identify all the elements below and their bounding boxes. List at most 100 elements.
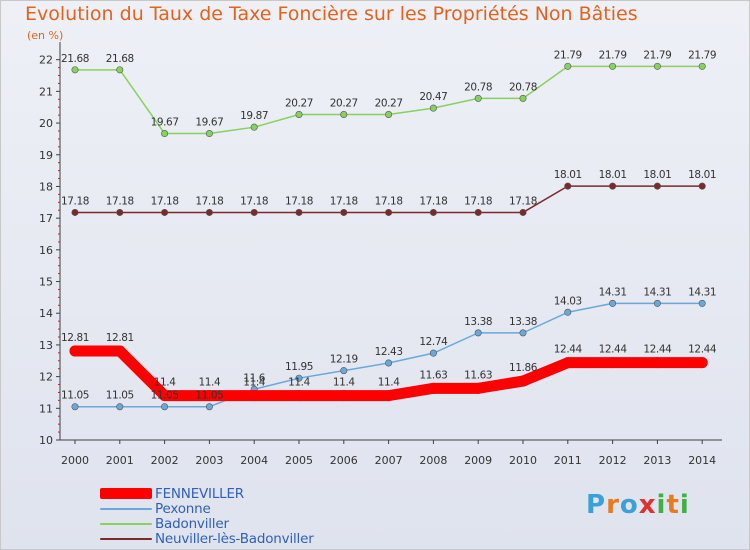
data-label: 11.05 [61,390,89,402]
data-point [698,299,706,307]
brand-letter: x [638,490,657,520]
x-tick-label: 2011 [554,454,582,467]
data-label: 17.18 [464,195,492,207]
data-label: 14.03 [554,295,582,307]
data-label: 11.4 [243,377,265,389]
data-label: 11.63 [464,369,492,381]
y-tick-label: 14 [39,307,53,320]
data-point [519,94,527,102]
data-label: 13.38 [464,316,492,328]
data-label: 11.6 [243,372,265,384]
y-tick-label: 21 [39,85,53,98]
data-label: 14.31 [599,286,627,298]
data-point [295,374,303,382]
data-label: 18.01 [599,169,627,181]
data-label: 20.78 [464,81,492,93]
legend-swatch [100,488,152,499]
data-point [114,345,126,357]
data-point [340,208,348,216]
x-tick-label: 2005 [285,454,313,467]
data-point [653,182,661,190]
legend-item: Badonviller [100,516,229,532]
x-tick-label: 2002 [151,454,179,467]
data-point [250,208,258,216]
data-point [340,111,348,119]
data-point [429,208,437,216]
data-label: 12.44 [643,344,672,356]
data-label: 17.18 [375,195,403,207]
data-label: 17.18 [195,195,223,207]
data-point [385,359,393,367]
legend-swatch [100,537,152,540]
data-label: 12.19 [330,354,358,366]
data-point [69,345,81,357]
data-label: 17.18 [151,195,179,207]
data-label: 21.79 [554,49,582,61]
data-point [338,390,350,402]
data-point [564,182,572,190]
data-point [651,357,663,369]
data-label: 20.27 [285,98,313,110]
data-point [205,208,213,216]
data-point [385,208,393,216]
x-tick-label: 2000 [61,454,89,467]
data-label: 11.05 [106,390,134,402]
y-tick-label: 20 [39,117,53,130]
data-point [429,104,437,112]
x-tick-label: 2009 [464,454,492,467]
data-point [161,208,169,216]
data-point [474,94,482,102]
data-point [71,208,79,216]
data-point [472,382,484,394]
data-point [609,299,617,307]
data-point [250,123,258,131]
brand-letter: i [679,490,690,520]
data-label: 21.79 [599,49,627,61]
data-label: 17.18 [285,195,313,207]
brand-letter: P [586,490,607,520]
data-point [205,403,213,411]
data-label: 18.01 [688,169,716,181]
data-point [295,111,303,119]
data-point [71,403,79,411]
data-point [519,329,527,337]
data-point [609,62,617,70]
data-point [474,329,482,337]
data-point [653,62,661,70]
data-point [653,299,661,307]
x-tick-label: 2004 [240,454,268,467]
data-label: 12.44 [688,344,717,356]
chart-title: Evolution du Taux de Taxe Foncière sur l… [25,3,638,25]
data-point [474,208,482,216]
data-label: 17.18 [61,195,89,207]
data-label: 13.38 [509,316,537,328]
x-tick-label: 2010 [509,454,537,467]
data-label: 14.31 [688,286,716,298]
data-label: 17.18 [330,195,358,207]
data-label: 11.4 [154,377,176,389]
legend-label: Neuviller-lès-Badonviller [155,530,314,547]
data-label: 11.4 [199,377,221,389]
data-point [116,208,124,216]
data-label: 11.4 [333,377,355,389]
data-label: 19.87 [240,110,268,122]
x-tick-label: 2012 [599,454,627,467]
data-point [385,111,393,119]
legend-label: FENNEVILLER [155,485,244,502]
data-point [698,182,706,190]
x-tick-label: 2014 [688,454,716,467]
data-point [607,357,619,369]
brand-letter: i [656,490,667,520]
data-label: 20.78 [509,81,537,93]
data-label: 20.47 [419,91,447,103]
data-point [116,66,124,74]
x-tick-label: 2006 [330,454,358,467]
y-tick-label: 16 [39,244,53,257]
legend-swatch [100,507,152,510]
brand-logo: Proxiti [586,490,690,520]
data-point [116,403,124,411]
data-point [159,390,171,402]
data-label: 11.63 [419,369,447,381]
